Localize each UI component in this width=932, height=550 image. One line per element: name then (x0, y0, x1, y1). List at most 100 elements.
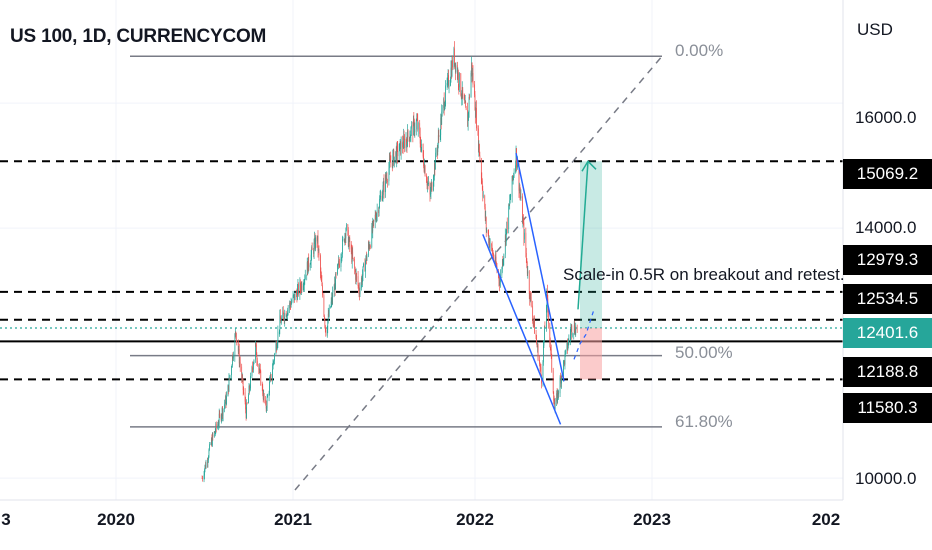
candle-body (471, 62, 472, 73)
target-zone (580, 161, 602, 329)
candle-body (467, 113, 469, 127)
candle-body (282, 310, 284, 318)
candle-body (321, 281, 323, 286)
candle-body (217, 424, 219, 428)
price-tag-12188[interactable]: 12188.8 (843, 357, 932, 387)
candle-body (382, 185, 384, 195)
candle-body (509, 199, 511, 201)
candle-body (440, 117, 442, 136)
candle-body (289, 302, 291, 305)
candle-body (259, 368, 261, 371)
candle-body (472, 73, 474, 85)
candle-body (477, 128, 479, 129)
candle-body (215, 423, 217, 428)
candle-body (532, 305, 534, 321)
candle-body (201, 478, 203, 479)
candle-body (479, 144, 480, 156)
price-tag-12534[interactable]: 12534.5 (843, 284, 932, 314)
candle-body (508, 204, 510, 230)
candle-body (485, 217, 487, 231)
candle-body (220, 414, 222, 420)
candle-body (273, 360, 275, 362)
candle-body (211, 434, 213, 446)
candle-body (375, 218, 377, 221)
trade-annotation: Scale-in 0.5R on breakout and retest. (563, 265, 845, 284)
candle-body (256, 344, 257, 357)
candle-body (355, 271, 356, 280)
candle-body (344, 234, 346, 242)
candle-body (217, 424, 219, 426)
candle-body (248, 394, 249, 404)
x-tick-2022: 2022 (456, 510, 494, 529)
candle-body (304, 279, 306, 281)
candle-body (437, 143, 439, 152)
candle-body (396, 145, 398, 162)
candle-body (454, 63, 456, 66)
candle-body (381, 195, 383, 201)
candle-body (389, 158, 390, 169)
candle-body (410, 136, 411, 138)
candle-body (448, 75, 449, 87)
candle-body (574, 325, 576, 333)
candle-body (414, 129, 416, 133)
candle-body (306, 274, 308, 276)
x-tick-2023: 2023 (633, 510, 671, 529)
candle-body (457, 65, 458, 78)
candle-body (291, 301, 292, 304)
candle-body (270, 374, 272, 380)
candle-body (511, 176, 513, 197)
candle-body (315, 237, 316, 249)
candle-body (365, 255, 367, 263)
candle-body (311, 247, 312, 255)
candle-body (502, 260, 504, 265)
candle-body (411, 125, 412, 129)
candle-body (373, 220, 375, 222)
candle-body (465, 101, 467, 107)
candle-body (317, 235, 319, 251)
candle-body (279, 314, 281, 330)
stop-zone (580, 328, 602, 380)
fib-trend-line (294, 55, 663, 491)
candle-body (510, 196, 512, 200)
candle-body (222, 408, 224, 416)
candle-body (205, 462, 207, 469)
candle-body (448, 85, 450, 87)
candle-body (287, 309, 289, 315)
candle-body (364, 263, 366, 272)
candle-body (537, 345, 539, 360)
candle-body (362, 266, 364, 276)
candle-body (443, 98, 445, 110)
candle-body (505, 235, 507, 243)
candle-body (221, 408, 223, 416)
candle-body (380, 195, 381, 198)
candle-body (568, 339, 569, 346)
candle-body (249, 388, 251, 390)
candle-body (386, 177, 387, 180)
candle-body (485, 217, 487, 219)
candle-body (235, 331, 237, 334)
candle-body (553, 400, 555, 404)
candle-body (267, 395, 268, 398)
candle-body (570, 325, 572, 329)
candle-body (310, 254, 312, 264)
candle-body (376, 210, 378, 215)
candle-body (409, 137, 411, 141)
candle-body (348, 240, 350, 247)
candle-body (330, 301, 332, 307)
price-tag-12979[interactable]: 12979.3 (843, 245, 932, 275)
candle-body (275, 343, 277, 355)
candle-body (393, 156, 395, 165)
price-tag-current[interactable]: 12401.6 (843, 318, 932, 348)
candle-body (320, 255, 321, 274)
candle-body (528, 271, 530, 294)
candle-body (540, 366, 541, 368)
currency-label: USD (857, 20, 893, 39)
price-tag-11580[interactable]: 11580.3 (843, 393, 932, 423)
candle-body (462, 87, 464, 95)
candle-body (499, 280, 500, 286)
candle-body (233, 356, 234, 359)
candle-body (520, 193, 521, 199)
candle-body (427, 182, 429, 185)
price-tag-15069[interactable]: 15069.2 (843, 159, 932, 189)
